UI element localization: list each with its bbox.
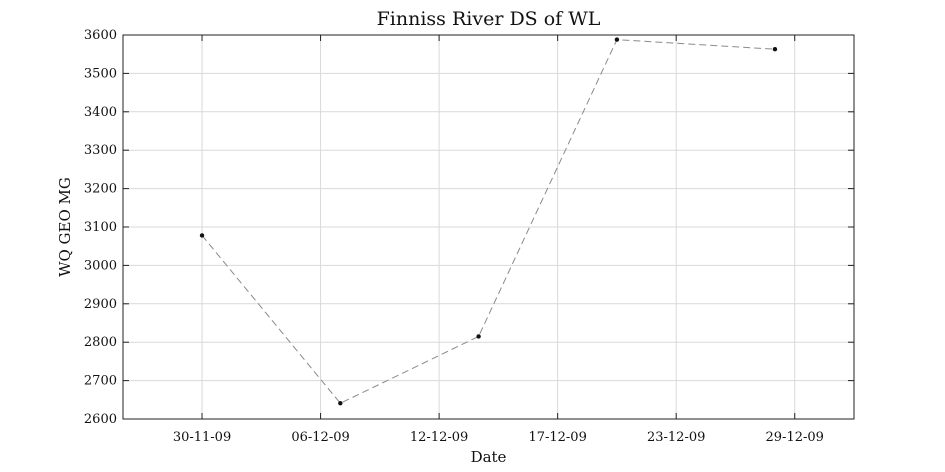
axis-ticks: 2600 2700 2800 2900 3000 3100 3200 3300 3400 3500… bbox=[84, 28, 854, 445]
series-line bbox=[201, 39, 776, 404]
data-point bbox=[772, 47, 778, 52]
x-tick-label: 23-12-09 bbox=[647, 430, 705, 445]
y-tick-label: 2700 bbox=[84, 374, 117, 389]
grid bbox=[123, 34, 854, 420]
data-point bbox=[614, 37, 620, 42]
chart-title: Finniss River DS of WL bbox=[377, 8, 601, 30]
x-tick-label: 06-12-09 bbox=[291, 430, 349, 445]
y-tick-label: 2900 bbox=[84, 297, 117, 312]
y-tick-label: 2600 bbox=[84, 412, 117, 427]
data-points bbox=[199, 37, 778, 406]
data-point bbox=[199, 233, 205, 238]
y-tick-label: 3000 bbox=[84, 258, 117, 273]
y-tick-label: 3500 bbox=[84, 66, 117, 81]
y-tick-label: 3400 bbox=[84, 105, 117, 120]
data-point bbox=[476, 334, 481, 339]
x-tick-label: 30-11-09 bbox=[173, 430, 231, 445]
x-tick-label: 29-12-09 bbox=[766, 430, 824, 445]
x-axis-label: Date bbox=[471, 448, 507, 466]
y-tick-label: 3100 bbox=[84, 220, 117, 235]
x-tick-label: 12-12-09 bbox=[410, 430, 468, 445]
data-point bbox=[338, 401, 343, 406]
y-tick-label: 2800 bbox=[84, 335, 117, 350]
y-axis-label: WQ GEO MG bbox=[56, 177, 74, 277]
y-tick-label: 3200 bbox=[84, 182, 117, 197]
y-tick-label: 3600 bbox=[84, 28, 117, 43]
x-tick-label: 17-12-09 bbox=[528, 430, 586, 445]
y-tick-label: 3300 bbox=[84, 143, 117, 158]
